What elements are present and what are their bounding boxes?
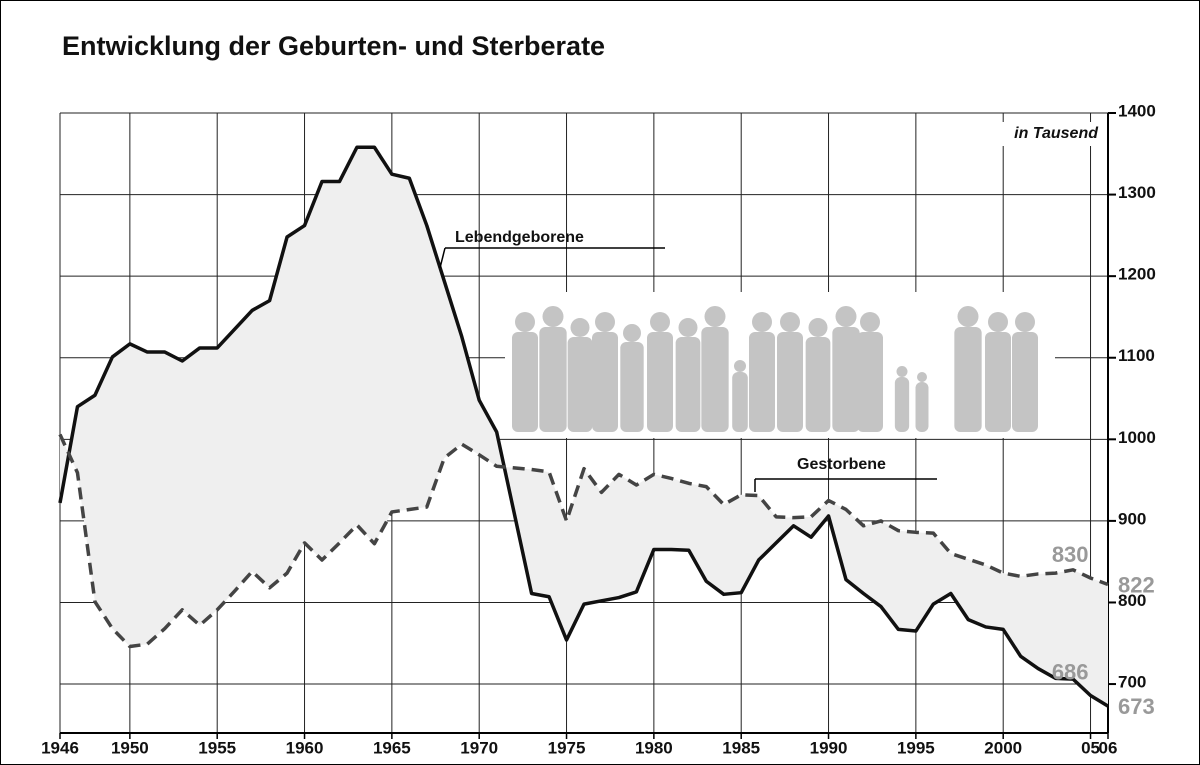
chart: Entwicklung der Geburten- und Sterberate… — [0, 0, 1200, 765]
x-tick-label: 1950 — [111, 738, 149, 757]
y-tick-label: 700 — [1118, 673, 1146, 692]
silhouette-body — [1012, 332, 1038, 432]
value-label: 830 — [1052, 542, 1089, 567]
x-tick-label: 1975 — [548, 738, 586, 757]
y-tick-label: 1300 — [1118, 183, 1156, 202]
silhouette-head — [571, 318, 590, 337]
silhouette-body — [832, 327, 859, 432]
silhouette-body — [806, 337, 831, 432]
x-tick-label: 06 — [1099, 738, 1118, 757]
silhouette-head — [734, 360, 746, 372]
chart-title: Entwicklung der Geburten- und Sterberate — [62, 31, 605, 61]
series-label: Gestorbene — [797, 456, 886, 473]
y-tick-label: 900 — [1118, 509, 1146, 528]
silhouette-head — [809, 318, 828, 337]
x-tick-label: 1960 — [286, 738, 324, 757]
silhouette-body — [985, 332, 1011, 432]
value-label: 822 — [1118, 572, 1155, 597]
silhouette-head — [515, 312, 535, 332]
y-tick-label: 1000 — [1118, 428, 1156, 447]
silhouette-body — [895, 377, 909, 432]
x-tick-label: 2000 — [984, 738, 1022, 757]
silhouette-body — [539, 327, 566, 432]
silhouette-body — [749, 332, 775, 432]
silhouette-head — [623, 324, 641, 342]
silhouette-body — [568, 337, 593, 432]
silhouette-head — [897, 366, 908, 377]
y-tick-label: 1200 — [1118, 265, 1156, 284]
x-tick-label: 1985 — [722, 738, 760, 757]
silhouette-head — [917, 372, 927, 382]
silhouette-head — [780, 312, 800, 332]
silhouette-head — [679, 318, 698, 337]
silhouette-body — [732, 372, 748, 432]
x-tick-label: 1990 — [810, 738, 848, 757]
silhouette-body — [857, 332, 883, 432]
silhouette-body — [916, 382, 929, 432]
x-tick-label: 1980 — [635, 738, 673, 757]
silhouette-head — [836, 306, 857, 327]
silhouette-head — [1015, 312, 1035, 332]
silhouette-body — [777, 332, 803, 432]
silhouette-body — [592, 332, 618, 432]
x-tick-label: 1995 — [897, 738, 935, 757]
silhouette-body — [676, 337, 701, 432]
silhouette-head — [595, 312, 615, 332]
silhouette-head — [543, 306, 564, 327]
x-tick-label: 05 — [1081, 738, 1100, 757]
silhouette-head — [752, 312, 772, 332]
silhouette-body — [620, 342, 643, 432]
x-tick-label: 1965 — [373, 738, 411, 757]
x-tick-label: 1955 — [198, 738, 236, 757]
silhouette-body — [647, 332, 673, 432]
series-label: Lebendgeborene — [455, 229, 584, 246]
value-label: 686 — [1052, 659, 1089, 684]
y-tick-label: 1400 — [1118, 101, 1156, 120]
x-tick-label: 1946 — [41, 738, 79, 757]
silhouette-body — [512, 332, 538, 432]
silhouette-head — [705, 306, 726, 327]
silhouette-head — [860, 312, 880, 332]
silhouette-head — [988, 312, 1008, 332]
silhouette-head — [650, 312, 670, 332]
silhouette-head — [958, 306, 979, 327]
silhouette-body — [701, 327, 728, 432]
y-tick-label: 1100 — [1118, 346, 1155, 365]
silhouette-body — [954, 327, 981, 432]
value-label: 673 — [1118, 694, 1155, 719]
x-tick-label: 1970 — [460, 738, 498, 757]
unit-label: in Tausend — [1014, 125, 1099, 142]
